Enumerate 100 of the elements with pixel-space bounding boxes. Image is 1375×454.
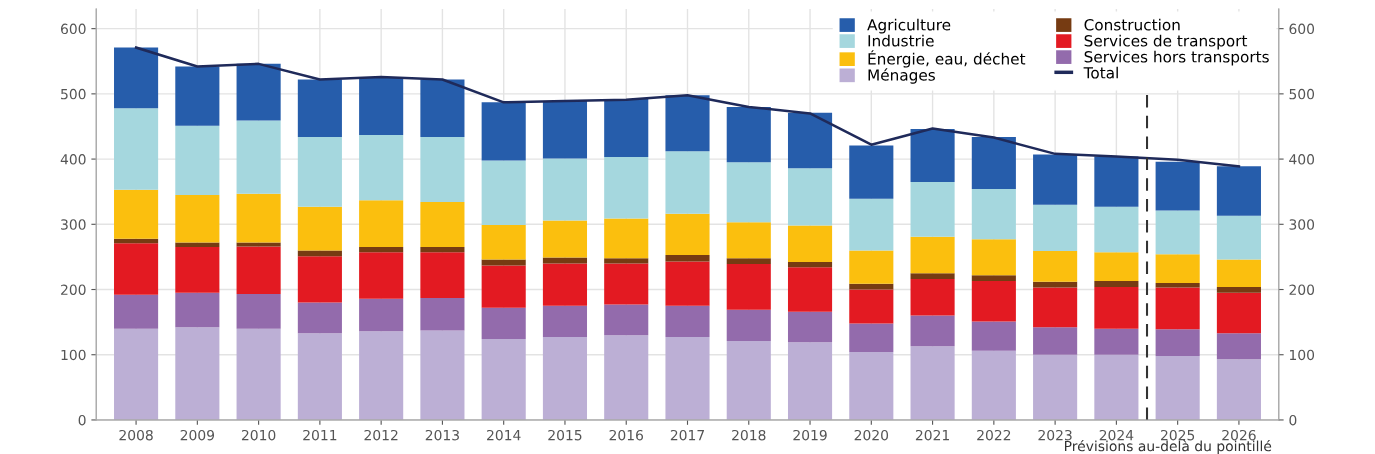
bar <box>420 297 465 331</box>
bar <box>1033 287 1078 328</box>
y2-tick-label: 500 <box>1289 88 1315 100</box>
x-tick-label: 2022 <box>977 429 1011 441</box>
bar <box>726 264 771 310</box>
bar <box>849 250 894 284</box>
x-tick-label: 2018 <box>732 429 766 441</box>
bar <box>665 261 710 306</box>
y2-tick-label: 600 <box>1289 23 1315 35</box>
bar <box>1155 161 1200 211</box>
bar <box>542 337 588 420</box>
bar <box>114 108 159 190</box>
bar <box>604 304 649 336</box>
bar <box>236 246 281 295</box>
bar <box>542 158 588 221</box>
bar <box>297 333 342 420</box>
y-tick-label: 300 <box>61 219 86 230</box>
bar <box>420 252 465 298</box>
x-tick-label: 2020 <box>854 429 889 441</box>
bar <box>236 294 281 329</box>
bar <box>1033 281 1078 288</box>
bar <box>542 220 588 258</box>
bar <box>787 267 833 312</box>
bar <box>114 328 159 420</box>
bar <box>787 311 833 343</box>
bar <box>971 281 1016 322</box>
bar <box>359 331 404 420</box>
bar <box>971 239 1016 276</box>
x-tick-label: 2008 <box>119 429 153 441</box>
bar <box>849 289 894 324</box>
bar <box>910 236 955 274</box>
legend-label: Ménages <box>868 68 935 84</box>
legend-label: Services hors transports <box>1084 50 1269 66</box>
bar <box>787 225 833 263</box>
bar <box>359 247 404 253</box>
bar <box>1155 282 1200 288</box>
bar <box>1094 252 1139 282</box>
bar <box>114 47 159 109</box>
bar <box>542 101 588 159</box>
bar <box>726 341 771 420</box>
bar <box>726 222 771 259</box>
x-tick-label: 2023 <box>1038 429 1072 441</box>
bar <box>726 106 771 163</box>
bar <box>175 66 220 126</box>
bar <box>359 200 404 248</box>
bar <box>1216 259 1261 287</box>
y-tick-label: 500 <box>61 88 86 100</box>
bar <box>910 129 955 182</box>
bar <box>665 305 710 338</box>
bar <box>1216 359 1261 420</box>
bar <box>359 134 404 201</box>
bar <box>1094 286 1139 329</box>
y2-tick-label: 200 <box>1289 284 1315 295</box>
legend-label: Total <box>1083 66 1118 79</box>
x-tick-label: 2021 <box>915 429 949 441</box>
bar <box>1216 333 1261 360</box>
bar <box>420 330 465 420</box>
bar <box>665 213 710 255</box>
bar <box>481 224 526 260</box>
bar <box>114 189 159 239</box>
bar <box>1033 327 1078 355</box>
legend-label: Industrie <box>868 34 934 47</box>
bar <box>542 305 588 338</box>
bar <box>359 252 404 299</box>
x-tick-label: 2017 <box>670 429 704 441</box>
bar <box>665 254 710 262</box>
bar <box>1216 286 1261 293</box>
bar <box>175 247 220 293</box>
bar <box>297 302 342 334</box>
bar <box>1155 287 1200 330</box>
legend-label: Services de transport <box>1084 34 1248 50</box>
x-tick-label: 2012 <box>364 429 398 441</box>
bar <box>542 263 588 306</box>
bar <box>726 162 771 223</box>
bar <box>971 136 1016 190</box>
bar <box>604 157 649 219</box>
bar <box>359 298 404 332</box>
bar <box>971 189 1016 240</box>
bar <box>481 102 526 161</box>
bar <box>481 160 526 225</box>
bar <box>1094 156 1139 207</box>
bar <box>114 294 159 329</box>
bar <box>1216 215 1261 260</box>
bar <box>481 265 526 308</box>
bar <box>420 247 465 253</box>
y-tick-label: 200 <box>61 284 86 295</box>
bar <box>787 112 833 169</box>
bar <box>236 193 281 243</box>
bar <box>1033 204 1078 252</box>
bar <box>849 283 894 290</box>
bar <box>787 342 833 420</box>
bar <box>236 120 281 194</box>
x-tick-label: 2016 <box>609 429 644 441</box>
bar <box>849 323 894 353</box>
bar <box>297 136 342 207</box>
bar <box>726 258 771 265</box>
bar <box>1155 254 1200 283</box>
bar <box>1094 328 1139 355</box>
bar <box>910 279 955 316</box>
bar <box>849 145 894 199</box>
